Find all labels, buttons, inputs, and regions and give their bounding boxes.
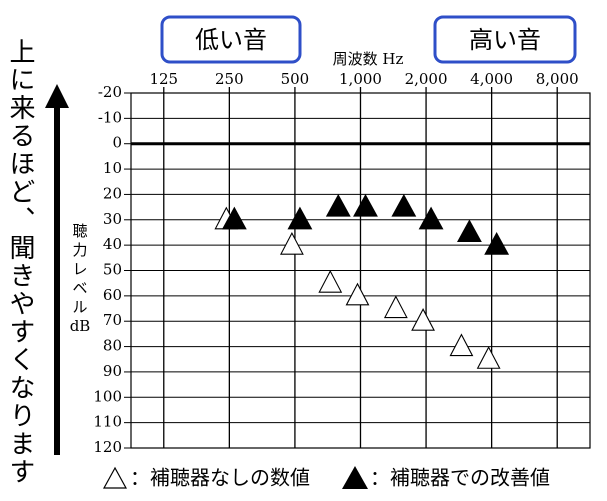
x-axis-title: 周波数 Hz <box>333 50 404 68</box>
data-point <box>221 206 247 230</box>
data-point <box>484 231 510 255</box>
data-point <box>383 295 408 319</box>
legend-marker <box>102 466 128 489</box>
data-point <box>456 219 482 243</box>
y-tick-label: 40 <box>103 235 122 253</box>
y-tick-label: -20 <box>98 83 122 101</box>
data-point <box>476 346 501 369</box>
y-tick-label: 120 <box>93 438 122 456</box>
x-tick-label: 250 <box>215 70 244 88</box>
low-label: 低い音 <box>195 26 267 54</box>
data-point <box>449 333 474 357</box>
y-tick-label: 10 <box>103 159 122 177</box>
legend-label: ：補聴器での改善値 <box>370 466 550 490</box>
low-box <box>160 15 302 64</box>
data-point <box>391 193 417 217</box>
data-point <box>345 282 370 306</box>
x-tick-label: 500 <box>281 70 310 88</box>
y-tick-label: -10 <box>98 108 122 126</box>
data-point <box>411 308 435 331</box>
high-box <box>433 15 577 64</box>
y-tick-label: 70 <box>103 311 122 329</box>
data-point <box>325 193 351 217</box>
x-tick-label: 8,000 <box>536 70 579 88</box>
x-tick-label: 2,000 <box>405 70 448 88</box>
y-tick-label: 110 <box>93 413 122 431</box>
legend-marker <box>342 466 368 489</box>
y-tick-label: 50 <box>103 261 122 279</box>
legend-label: ：補聴器なしの数値 <box>130 466 310 490</box>
data-point <box>287 206 313 230</box>
data-point <box>353 193 378 217</box>
data-point <box>280 231 304 255</box>
x-tick-label: 4,000 <box>470 70 513 88</box>
x-tick-label: 1,000 <box>339 70 382 88</box>
y-tick-label: 100 <box>93 387 122 405</box>
y-tick-label: 0 <box>112 134 122 152</box>
y-tick-label: 90 <box>103 362 122 380</box>
y-tick-label: 80 <box>103 337 122 355</box>
arrow-head <box>45 84 69 108</box>
x-tick-label: 125 <box>149 70 178 88</box>
high-label: 高い音 <box>469 26 541 54</box>
y-tick-label: 60 <box>103 286 122 304</box>
annotation: 上に来るほど、聞きやすくなります <box>5 38 35 486</box>
y-tick-label: 30 <box>103 210 122 228</box>
y-axis-title: 聴力レベルdB <box>69 222 91 335</box>
data-point <box>318 269 343 293</box>
y-tick-label: 20 <box>103 184 122 202</box>
data-point <box>418 206 444 230</box>
